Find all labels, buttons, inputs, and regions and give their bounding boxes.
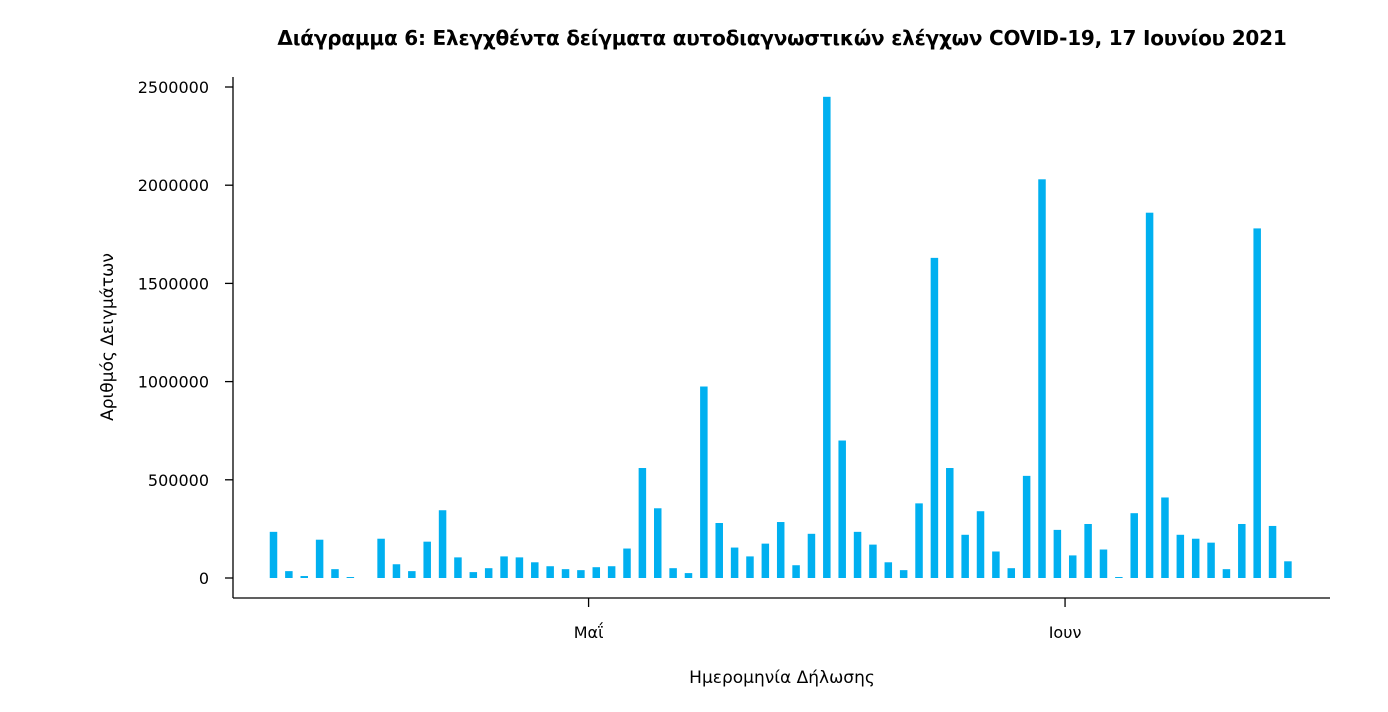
bar xyxy=(469,572,478,578)
bar xyxy=(1253,228,1261,578)
bar xyxy=(1191,538,1200,578)
bars-group xyxy=(269,96,1292,578)
bar xyxy=(776,522,785,578)
bar xyxy=(423,541,431,578)
bar xyxy=(1222,569,1231,578)
bar xyxy=(715,523,723,578)
bar xyxy=(1068,555,1077,578)
y-tick-label: 2500000 xyxy=(138,78,209,97)
bar xyxy=(607,566,616,578)
bar xyxy=(638,468,647,578)
bar xyxy=(1084,523,1092,578)
bar xyxy=(1238,523,1246,578)
bar xyxy=(961,534,969,578)
bar xyxy=(500,556,508,578)
y-tick-label: 1500000 xyxy=(138,274,209,293)
bar xyxy=(1207,542,1215,578)
bar xyxy=(392,564,401,578)
bar xyxy=(577,570,585,578)
y-axis-title: Αριθμός Δειγμάτων xyxy=(98,253,118,421)
bar xyxy=(838,440,846,578)
bar xyxy=(592,567,601,578)
bar xyxy=(746,556,754,578)
bar xyxy=(315,539,324,578)
bar xyxy=(1007,568,1016,578)
y-axis-ticks: 0 500000 1000000 1500000 2000000 2500000 xyxy=(138,78,233,588)
bar xyxy=(669,568,677,578)
bar xyxy=(930,257,939,578)
bar xyxy=(899,570,908,578)
bar xyxy=(792,565,800,578)
bar xyxy=(823,96,831,578)
bar xyxy=(561,569,570,578)
bar xyxy=(623,548,631,578)
bar xyxy=(408,571,416,578)
bar xyxy=(377,538,385,578)
bar xyxy=(438,510,447,578)
bar xyxy=(730,547,739,578)
bar xyxy=(1099,549,1108,578)
x-axis-title: Ημερομηνία Δήλωσης xyxy=(689,668,875,688)
bar xyxy=(1145,212,1154,578)
y-tick-label: 1000000 xyxy=(138,373,209,392)
y-tick-label: 0 xyxy=(199,569,209,588)
bar xyxy=(515,557,524,578)
bar xyxy=(807,533,816,578)
bar xyxy=(884,562,893,578)
bar xyxy=(531,562,539,578)
bar xyxy=(1176,534,1185,578)
x-tick-label: Μαΐ xyxy=(574,622,604,642)
bar xyxy=(331,569,339,578)
bar xyxy=(761,543,770,578)
bar xyxy=(1161,497,1169,578)
bar xyxy=(269,531,278,578)
bar xyxy=(684,573,693,578)
bar xyxy=(869,544,877,578)
bar xyxy=(285,571,293,578)
y-tick-label: 2000000 xyxy=(138,176,209,195)
chart-title: Διάγραμμα 6: Ελεγχθέντα δείγματα αυτοδια… xyxy=(277,26,1287,50)
bar xyxy=(1284,561,1292,578)
bar xyxy=(1130,513,1138,578)
bar xyxy=(484,568,493,578)
bar xyxy=(915,503,923,578)
bar xyxy=(976,511,985,578)
bar xyxy=(1022,475,1031,578)
bar xyxy=(853,531,862,578)
bar xyxy=(300,576,308,578)
bar xyxy=(992,551,1000,578)
bar xyxy=(454,557,462,578)
x-axis-ticks: Μαΐ Ιουν xyxy=(574,598,1082,642)
bar xyxy=(1053,529,1062,578)
bar xyxy=(700,386,708,578)
bar xyxy=(654,508,662,578)
bar xyxy=(1268,525,1277,578)
bar xyxy=(546,566,554,578)
bar xyxy=(346,577,355,578)
bar xyxy=(1038,179,1046,578)
bar xyxy=(1115,577,1123,578)
x-tick-label: Ιουν xyxy=(1049,623,1082,642)
y-tick-label: 500000 xyxy=(148,471,209,490)
bar xyxy=(946,468,954,578)
